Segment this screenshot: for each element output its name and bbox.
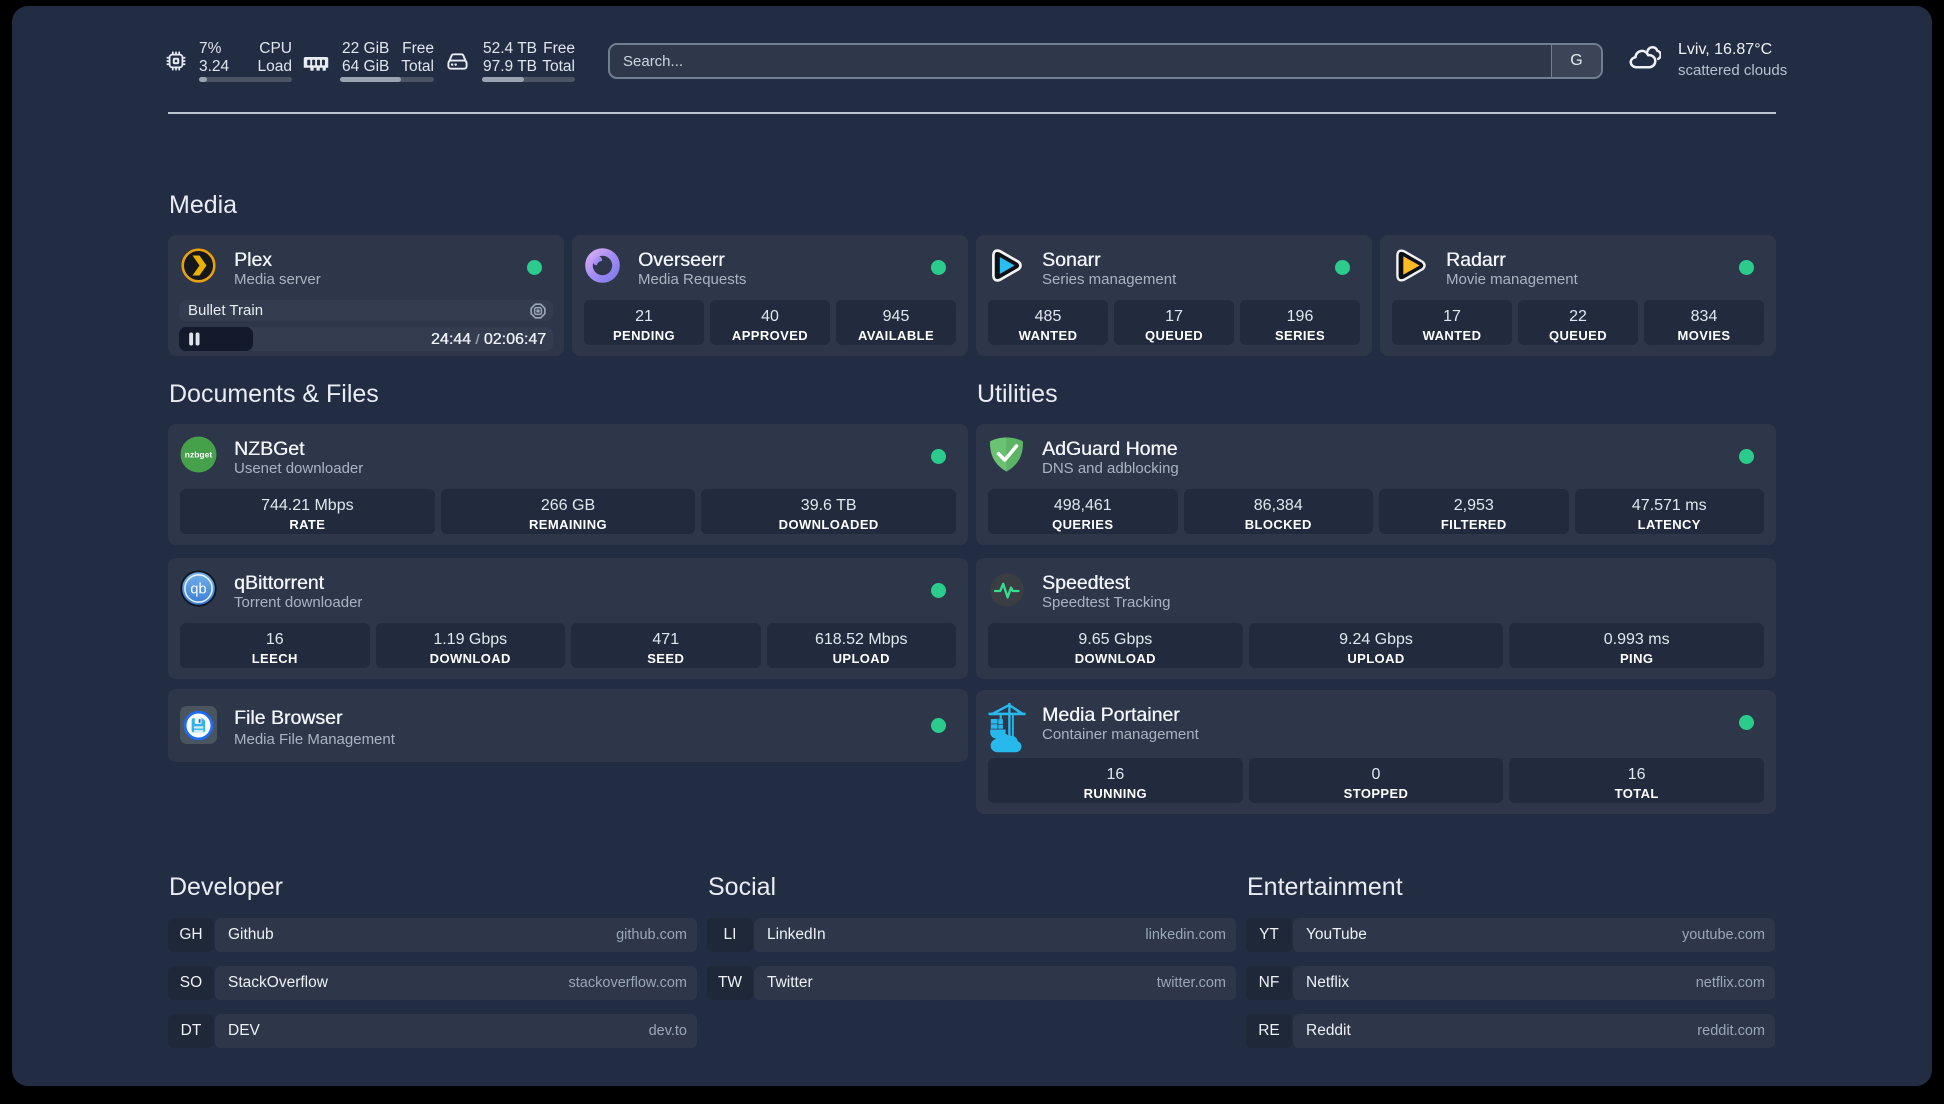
svg-text:qb: qb: [190, 582, 206, 598]
svg-text:nzbget: nzbget: [185, 450, 213, 460]
